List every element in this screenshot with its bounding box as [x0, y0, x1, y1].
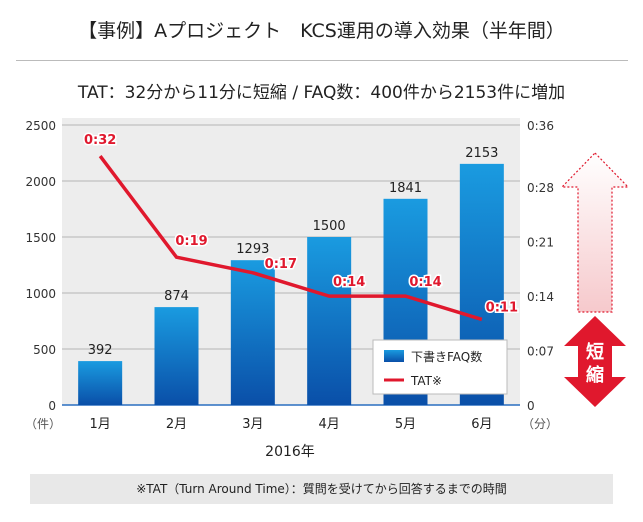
y-right-tick-label: 0:36 [527, 119, 554, 133]
tat-value-label: 0:14 [333, 275, 365, 290]
x-tick-label: 1月 [90, 417, 111, 432]
bar-value-label: 1293 [236, 242, 269, 257]
bar-value-label: 2153 [465, 146, 498, 161]
y-left-tick-label: 500 [33, 343, 56, 357]
badge-char: 短 [586, 341, 604, 363]
x-tick-label: 6月 [471, 417, 492, 432]
legend-swatch-bar [384, 350, 404, 362]
x-axis-label: 2016年 [265, 444, 315, 460]
y-right-tick-label: 0:28 [527, 181, 554, 195]
bar-value-label: 1500 [313, 219, 346, 234]
y-left-tick-label: 2500 [25, 119, 56, 133]
legend-label-bar: 下書きFAQ数 [411, 349, 482, 364]
bar-value-label: 392 [88, 343, 113, 358]
divider [16, 60, 628, 61]
footnote-box: ※TAT（Turn Around Time）：質問を受けてから回答するまでの時間 [30, 474, 613, 504]
y-right-tick-label: 0:21 [527, 236, 554, 250]
legend-label-line: TAT※ [410, 374, 442, 388]
tat-value-label: 0:14 [409, 275, 441, 290]
chart-title: 【事例】Aプロジェクト KCS運用の導入効果（半年間） [78, 20, 565, 42]
tat-line [98, 155, 483, 322]
chart-svg: 0 500 1000 1500 2000 2500 0 0:07 0:14 0:21 0:28 0:3… [25, 118, 630, 460]
bar-value-label: 1841 [389, 181, 422, 196]
y-left-tick-label: 1000 [25, 287, 56, 301]
bar [78, 361, 123, 405]
dashed-up-arrow [560, 152, 630, 313]
x-tick-label: 4月 [319, 417, 340, 432]
tat-value-label: 0:19 [175, 234, 207, 249]
tat-value-label: 0:32 [84, 133, 116, 148]
bar [154, 307, 199, 405]
x-tick-label: 3月 [242, 417, 263, 432]
bar-value-label: 874 [164, 289, 189, 304]
tat-value-label: 0:11 [486, 300, 518, 315]
y-left-tick-label: 0 [48, 399, 56, 413]
y-right-unit: （分） [522, 417, 558, 431]
tat-value-label: 0:17 [265, 257, 297, 272]
badge-char: 縮 [586, 364, 604, 386]
legend-box [372, 339, 508, 395]
bar [307, 237, 352, 405]
x-tick-label: 2月 [166, 417, 187, 432]
y-right-tick-label: 0 [527, 399, 535, 413]
chart-subtitle: TAT：32分から11分に短縮 / FAQ数：400件から2153件に増加 [77, 83, 566, 103]
y-left-tick-label: 2000 [25, 175, 56, 189]
y-right-tick-label: 0:07 [527, 345, 554, 359]
y-left-tick-label: 1500 [25, 231, 56, 245]
y-right-tick-label: 0:14 [527, 290, 554, 304]
red-shorten-arrow [564, 316, 626, 407]
bar [230, 260, 275, 405]
x-tick-label: 5月 [395, 417, 416, 432]
footnote: ※TAT（Turn Around Time）：質問を受けてから回答するまでの時間 [136, 482, 507, 496]
y-left-unit: （件） [25, 417, 61, 431]
